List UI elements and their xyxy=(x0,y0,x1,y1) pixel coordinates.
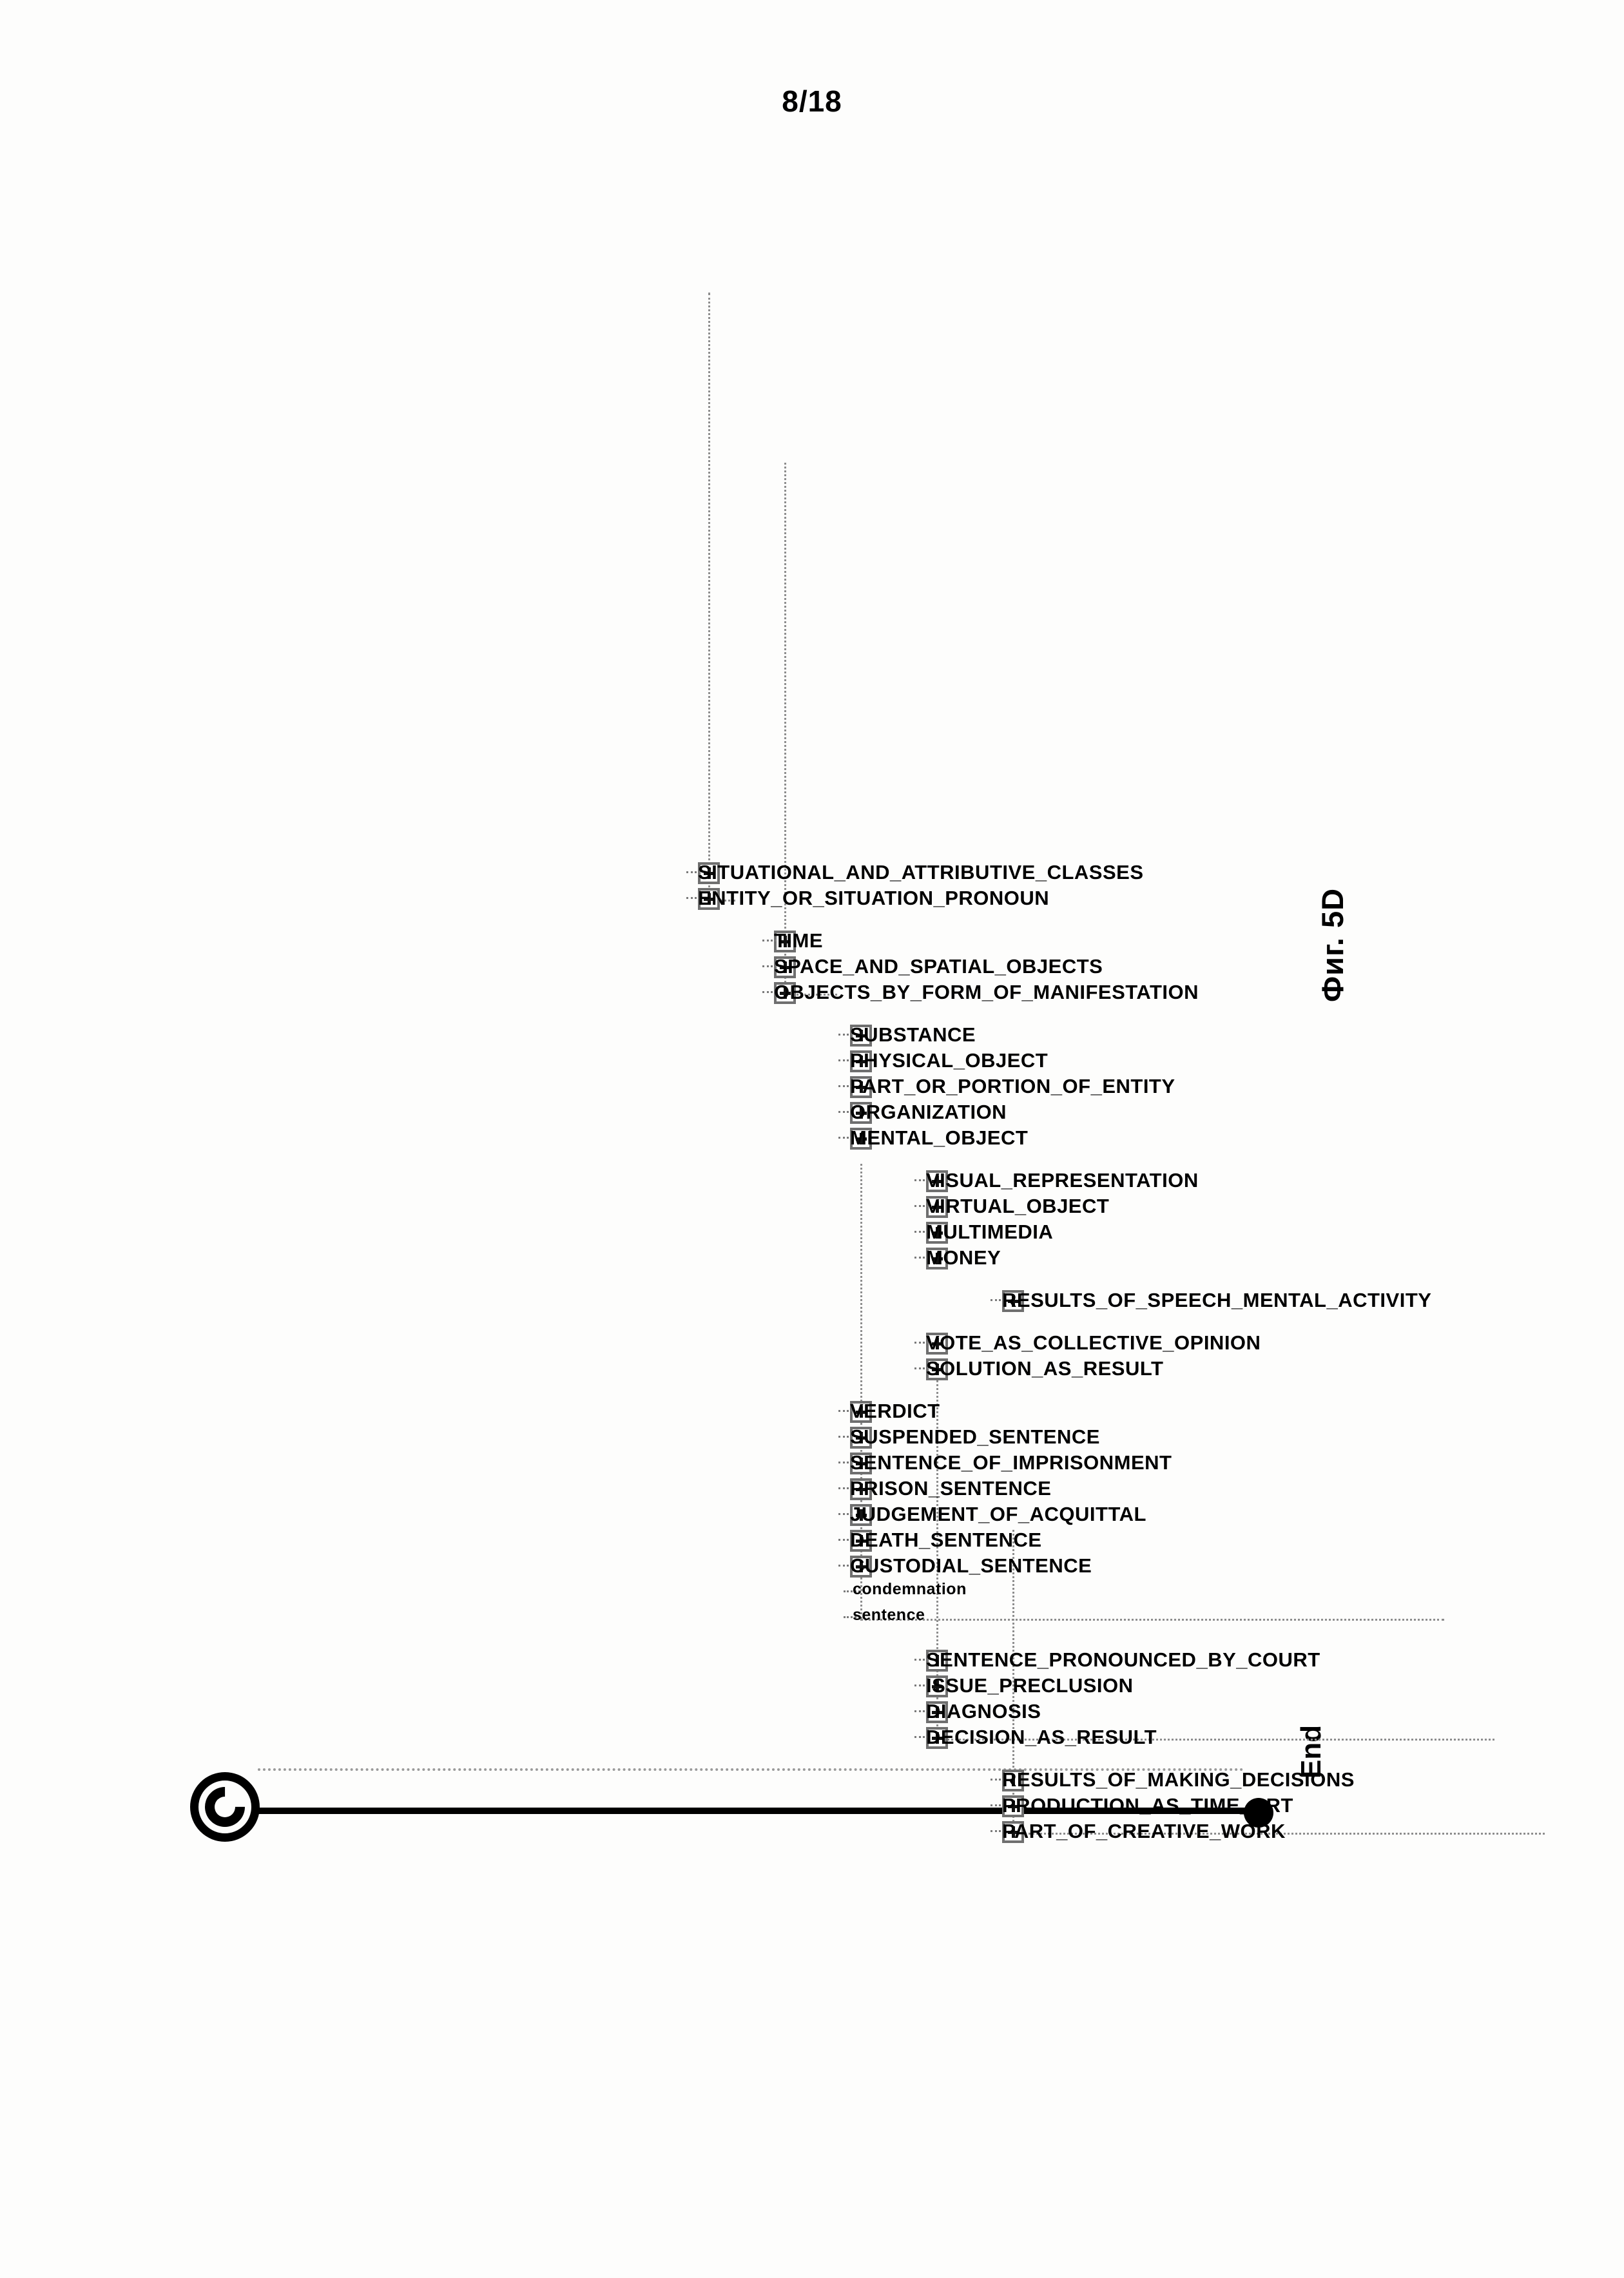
tree-node-label[interactable]: DECISION_AS_RESULT xyxy=(926,1726,1157,1748)
tree-node-label[interactable]: SUBSTANCE xyxy=(850,1023,976,1046)
tree-node-label[interactable]: SUSPENDED_SENTENCE xyxy=(850,1425,1100,1448)
tree-node-label[interactable]: OBJECTS_BY_FORM_OF_MANIFESTATION xyxy=(774,981,1199,1003)
tree-node-label[interactable]: ORGANIZATION xyxy=(850,1101,1007,1123)
semantic-class-tree: PART_OF_CREATIVE_WORK PRODUCTION_AS_TIME_… xyxy=(187,293,1545,1843)
tree-node-label[interactable]: RESULTS_OF_SPEECH_MENTAL_ACTIVITY xyxy=(1002,1289,1432,1311)
tree-node-label[interactable]: CUSTODIAL_SENTENCE xyxy=(850,1554,1092,1577)
tree-node-label[interactable]: SENTENCE_PRONOUNCED_BY_COURT xyxy=(926,1648,1320,1671)
tree-node-label[interactable]: MONEY xyxy=(926,1246,1001,1269)
tree-node-label[interactable]: SOLUTION_AS_RESULT xyxy=(926,1357,1164,1380)
tree-node-label[interactable]: condemnation xyxy=(853,1580,967,1598)
tree-node-label[interactable]: PART_OF_CREATIVE_WORK xyxy=(1002,1820,1286,1842)
tree-node-label[interactable]: RESULTS_OF_MAKING_DECISIONS xyxy=(1002,1768,1355,1791)
tree-node-label[interactable]: PRISON_SENTENCE xyxy=(850,1477,1052,1500)
tree-spine-line xyxy=(708,293,710,900)
figure-caption: Фиг. 5D xyxy=(1315,887,1349,1002)
tree-node-label[interactable]: DIAGNOSIS xyxy=(926,1700,1041,1723)
tree-node-label[interactable]: SENTENCE_OF_IMPRISONMENT xyxy=(850,1451,1172,1474)
tree-node-label[interactable]: SPACE_AND_SPATIAL_OBJECTS xyxy=(774,955,1103,978)
tree-node-label[interactable]: SITUATIONAL_AND_ATTRIBUTIVE_CLASSES xyxy=(698,861,1144,883)
tree-node-label[interactable]: MENTAL_OBJECT xyxy=(850,1126,1029,1149)
tree-node-label[interactable]: VERDICT xyxy=(850,1400,940,1422)
tree-node-label[interactable]: ENTITY_OR_SITUATION_PRONOUN xyxy=(698,887,1050,909)
tree-spine-line xyxy=(784,463,786,994)
trunk-guide-line xyxy=(258,1768,1244,1771)
tree-node-label[interactable]: PART_OR_PORTION_OF_ENTITY xyxy=(850,1075,1175,1097)
tree-node-label[interactable]: MULTIMEDIA xyxy=(926,1221,1054,1243)
tree-node-label[interactable]: PHYSICAL_OBJECT xyxy=(850,1049,1049,1072)
tree-node-label[interactable]: TIME xyxy=(774,929,824,952)
main-trunk-line xyxy=(258,1808,1250,1814)
tree-node-label[interactable]: JUDGEMENT_OF_ACQUITTAL xyxy=(850,1503,1146,1525)
end-terminator-dot xyxy=(1244,1798,1273,1828)
tree-node-label[interactable]: VOTE_AS_COLLECTIVE_OPINION xyxy=(926,1331,1261,1354)
tree-node-label[interactable]: DEATH_SENTENCE xyxy=(850,1529,1042,1551)
tree-node-label[interactable]: VISUAL_REPRESENTATION xyxy=(926,1169,1199,1192)
tree-node-label[interactable]: ISSUE_PRECLUSION xyxy=(926,1674,1134,1697)
tree-node-label[interactable]: PRODUCTION_AS_TIME_ART xyxy=(1002,1794,1293,1817)
page-number: 8/18 xyxy=(782,84,842,118)
tree-node-label[interactable]: sentence xyxy=(853,1606,925,1624)
tree-level-connector-line xyxy=(860,1619,1444,1621)
tree-node-label[interactable]: VIRTUAL_OBJECT xyxy=(926,1195,1110,1217)
